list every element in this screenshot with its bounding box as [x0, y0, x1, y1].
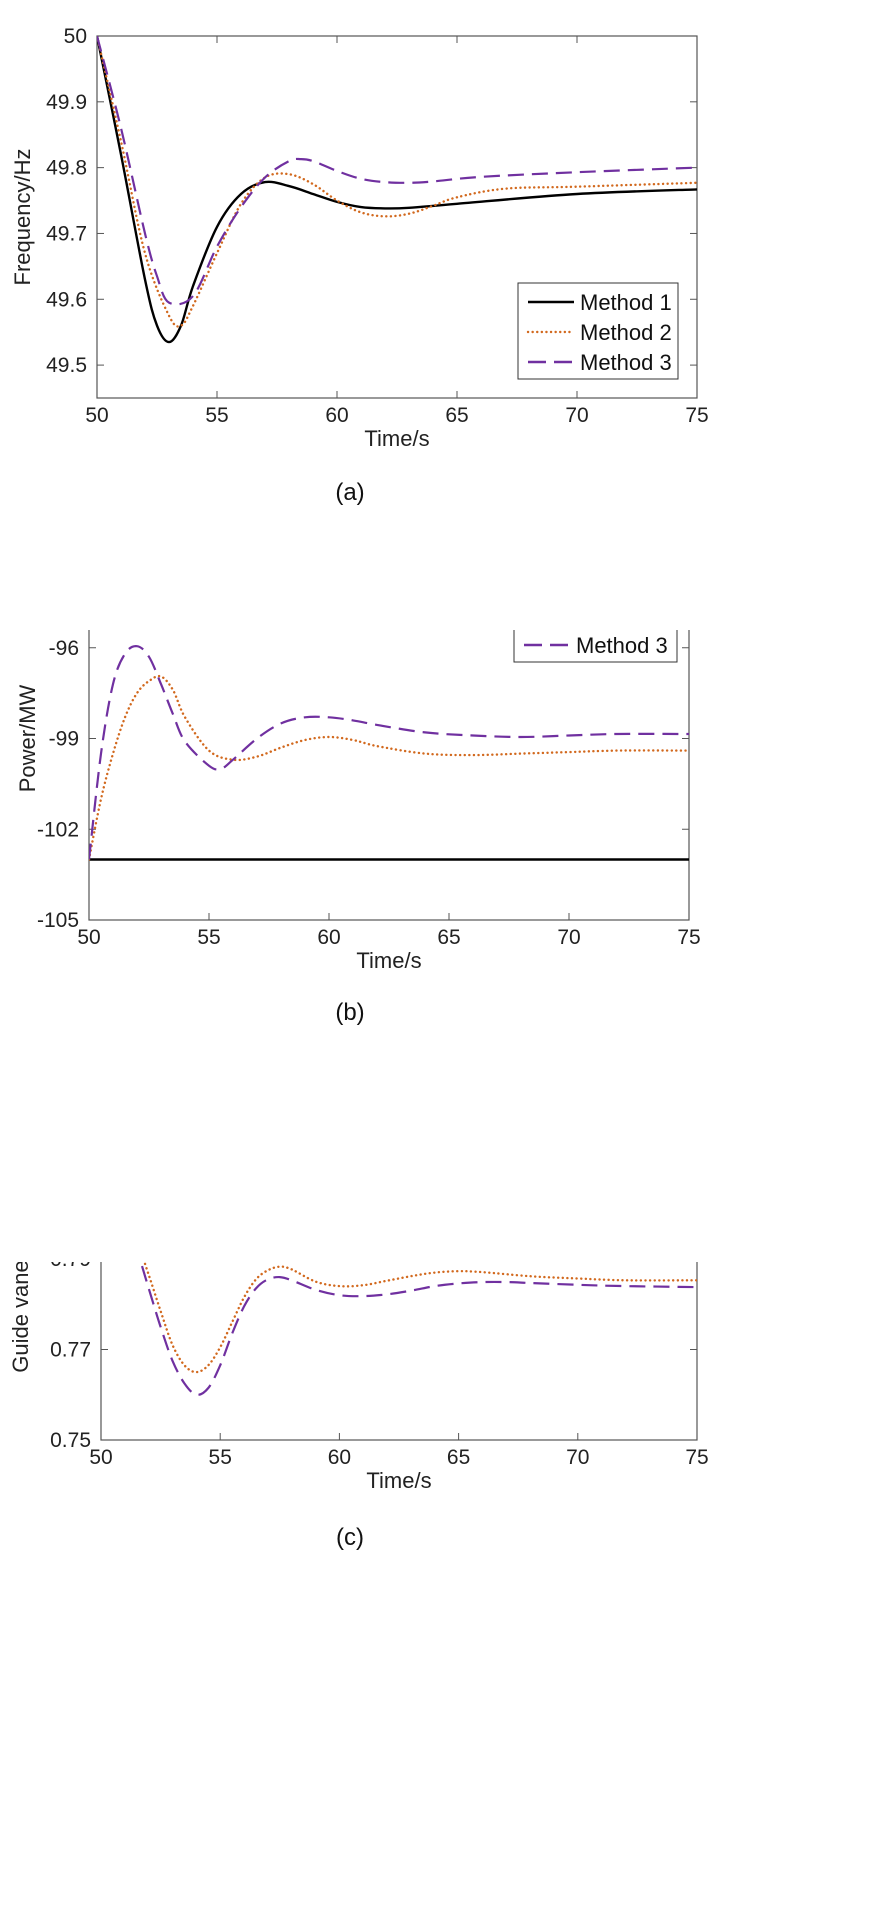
legend-label: Method 3: [580, 350, 672, 375]
plot-frame: [88, 630, 690, 921]
figure-caption: (a): [335, 479, 364, 506]
series-line-method-3: [139, 1262, 697, 1396]
x-axis-label: Time/s: [364, 426, 429, 451]
x-tick-label: 65: [445, 404, 468, 427]
series-group: [139, 1262, 697, 1396]
x-tick-label: 75: [685, 404, 708, 427]
y-tick-label: 49.7: [46, 222, 87, 245]
series-group: [97, 36, 697, 344]
x-tick-label: 60: [317, 926, 340, 949]
figure-caption: (b): [335, 999, 364, 1026]
x-tick-label: 55: [205, 404, 228, 427]
y-tick-label: -96: [49, 637, 79, 660]
legend-label: Method 3: [576, 633, 668, 658]
series-line-method-1: [97, 36, 697, 344]
x-tick-label: 60: [325, 404, 348, 427]
series-group: [89, 645, 689, 861]
series-line-method-3: [89, 645, 689, 860]
y-tick-label: -99: [49, 728, 79, 751]
legend-label: Method 2: [580, 320, 672, 345]
y-tick-label: -102: [37, 818, 79, 841]
x-axis-label: Time/s: [356, 948, 421, 973]
x-tick-label: 50: [89, 1446, 112, 1469]
y-axis-label: Frequency/Hz: [10, 149, 35, 286]
y-tick-label: 0.77: [50, 1339, 91, 1362]
x-tick-label: 55: [197, 926, 220, 949]
x-tick-label: 50: [85, 404, 108, 427]
y-tick-label: 49.9: [46, 91, 87, 114]
y-tick-label: 49.6: [46, 288, 87, 311]
x-tick-label: 65: [447, 1446, 470, 1469]
x-axis-label: Time/s: [366, 1468, 431, 1493]
x-tick-label: 75: [685, 1446, 708, 1469]
x-tick-label: 70: [565, 404, 588, 427]
x-tick-label: 70: [557, 926, 580, 949]
y-tick-label: -105: [37, 909, 79, 932]
y-tick-label: 49.8: [46, 157, 87, 180]
legend-label: Method 1: [580, 290, 672, 315]
y-tick-label: 50: [64, 25, 87, 48]
legend: Method 1 Method 2 Method 3: [517, 282, 679, 380]
power-chart: 505560657075-105-102-99-96-93Time/sPower…: [15, 630, 701, 1026]
x-tick-label: 50: [77, 926, 100, 949]
series-line-method-2: [89, 674, 689, 861]
series-line-method-3: [97, 36, 697, 306]
plot-frame: [100, 1262, 698, 1441]
y-tick-label: 0.79: [50, 1262, 91, 1271]
x-tick-label: 75: [677, 926, 700, 949]
series-line-method-2: [97, 36, 697, 328]
x-tick-label: 65: [437, 926, 460, 949]
x-tick-label: 55: [209, 1446, 232, 1469]
y-tick-label: 0.75: [50, 1429, 91, 1452]
y-axis-label: Guide vane opening/pu: [8, 1262, 33, 1373]
figure-caption: (c): [336, 1524, 364, 1551]
x-tick-label: 70: [566, 1446, 589, 1469]
frequency-chart: 50 55 60 65 70 75 49.5 49.6 49.7 49.8 49.9 50 Time/s…: [10, 25, 709, 506]
x-tick-label: 60: [328, 1446, 351, 1469]
plot-area: 505560657075-105-102-99-96-93Time/sPower…: [15, 630, 701, 973]
y-axis-label: Power/MW: [15, 684, 40, 792]
series-line-method-2: [143, 1262, 697, 1374]
plot-area: 50 55 60 65 70 75 49.5 49.6 49.7 49.8 49.9 50 Time/s…: [10, 25, 709, 451]
guide-vane-chart: 5055606570750.750.770.790.810.83Time/sGu…: [8, 1262, 709, 1551]
y-tick-label: 49.5: [46, 354, 87, 377]
